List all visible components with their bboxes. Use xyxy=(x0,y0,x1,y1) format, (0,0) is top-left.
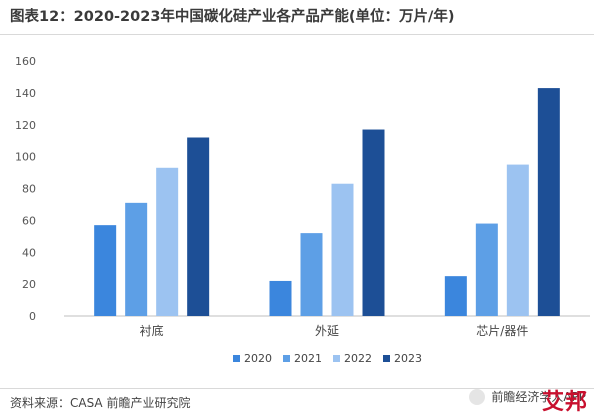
x-tick-label: 衬底 xyxy=(140,323,164,338)
y-tick-label: 140 xyxy=(15,87,36,100)
y-tick-label: 60 xyxy=(22,214,36,227)
footer-divider xyxy=(0,388,594,389)
y-tick-label: 40 xyxy=(22,246,36,259)
bar-chart: 0 20 40 60 80 100 120 140 160 衬底 外延 芯片/器件 2020 2021… xyxy=(15,55,590,365)
brand-badge: 前瞻经济学人APP xyxy=(469,388,586,405)
title-divider xyxy=(0,34,594,35)
brand-logo-icon xyxy=(469,388,486,405)
y-tick-label: 120 xyxy=(15,119,36,132)
x-axis-labels: 衬底 外延 芯片/器件 xyxy=(140,323,529,338)
bar-2022-1 xyxy=(331,183,354,316)
x-tick-label: 芯片/器件 xyxy=(476,324,528,338)
source-note: 资料来源：CASA 前瞻产业研究院 xyxy=(10,396,191,410)
legend-label: 2020 xyxy=(244,352,272,365)
legend-label: 2023 xyxy=(394,352,422,365)
y-tick-label: 160 xyxy=(15,55,36,68)
legend-label: 2022 xyxy=(344,352,372,365)
bar-2020-0 xyxy=(94,225,117,316)
x-tick-label: 外延 xyxy=(315,324,339,338)
y-tick-label: 20 xyxy=(22,278,36,291)
bar-2023-2 xyxy=(537,88,560,316)
y-tick-label: 0 xyxy=(29,310,36,323)
bar-2021-1 xyxy=(300,233,323,316)
brand-label: 前瞻经济学人APP xyxy=(491,390,586,404)
y-axis: 0 20 40 60 80 100 120 140 160 xyxy=(15,55,36,323)
legend-swatch xyxy=(283,355,290,362)
bar-2020-1 xyxy=(269,280,292,316)
legend-swatch xyxy=(233,355,240,362)
bars xyxy=(94,88,560,316)
bar-2023-1 xyxy=(362,129,385,316)
legend: 2020 2021 2022 2023 xyxy=(233,352,422,365)
y-tick-label: 80 xyxy=(22,183,36,196)
bar-2022-0 xyxy=(156,167,179,316)
bar-2021-0 xyxy=(125,202,148,316)
legend-swatch xyxy=(383,355,390,362)
bar-2023-0 xyxy=(187,137,210,316)
corner-watermark-logo: 艾邦 xyxy=(541,390,588,415)
y-tick-label: 100 xyxy=(15,151,36,164)
chart-title: 图表12：2020-2023年中国碳化硅产业各产品产能(单位：万片/年) xyxy=(10,9,455,25)
legend-swatch xyxy=(333,355,340,362)
legend-label: 2021 xyxy=(294,352,322,365)
bar-2020-2 xyxy=(444,276,467,316)
bar-2022-2 xyxy=(506,164,529,316)
bar-2021-2 xyxy=(475,223,498,316)
